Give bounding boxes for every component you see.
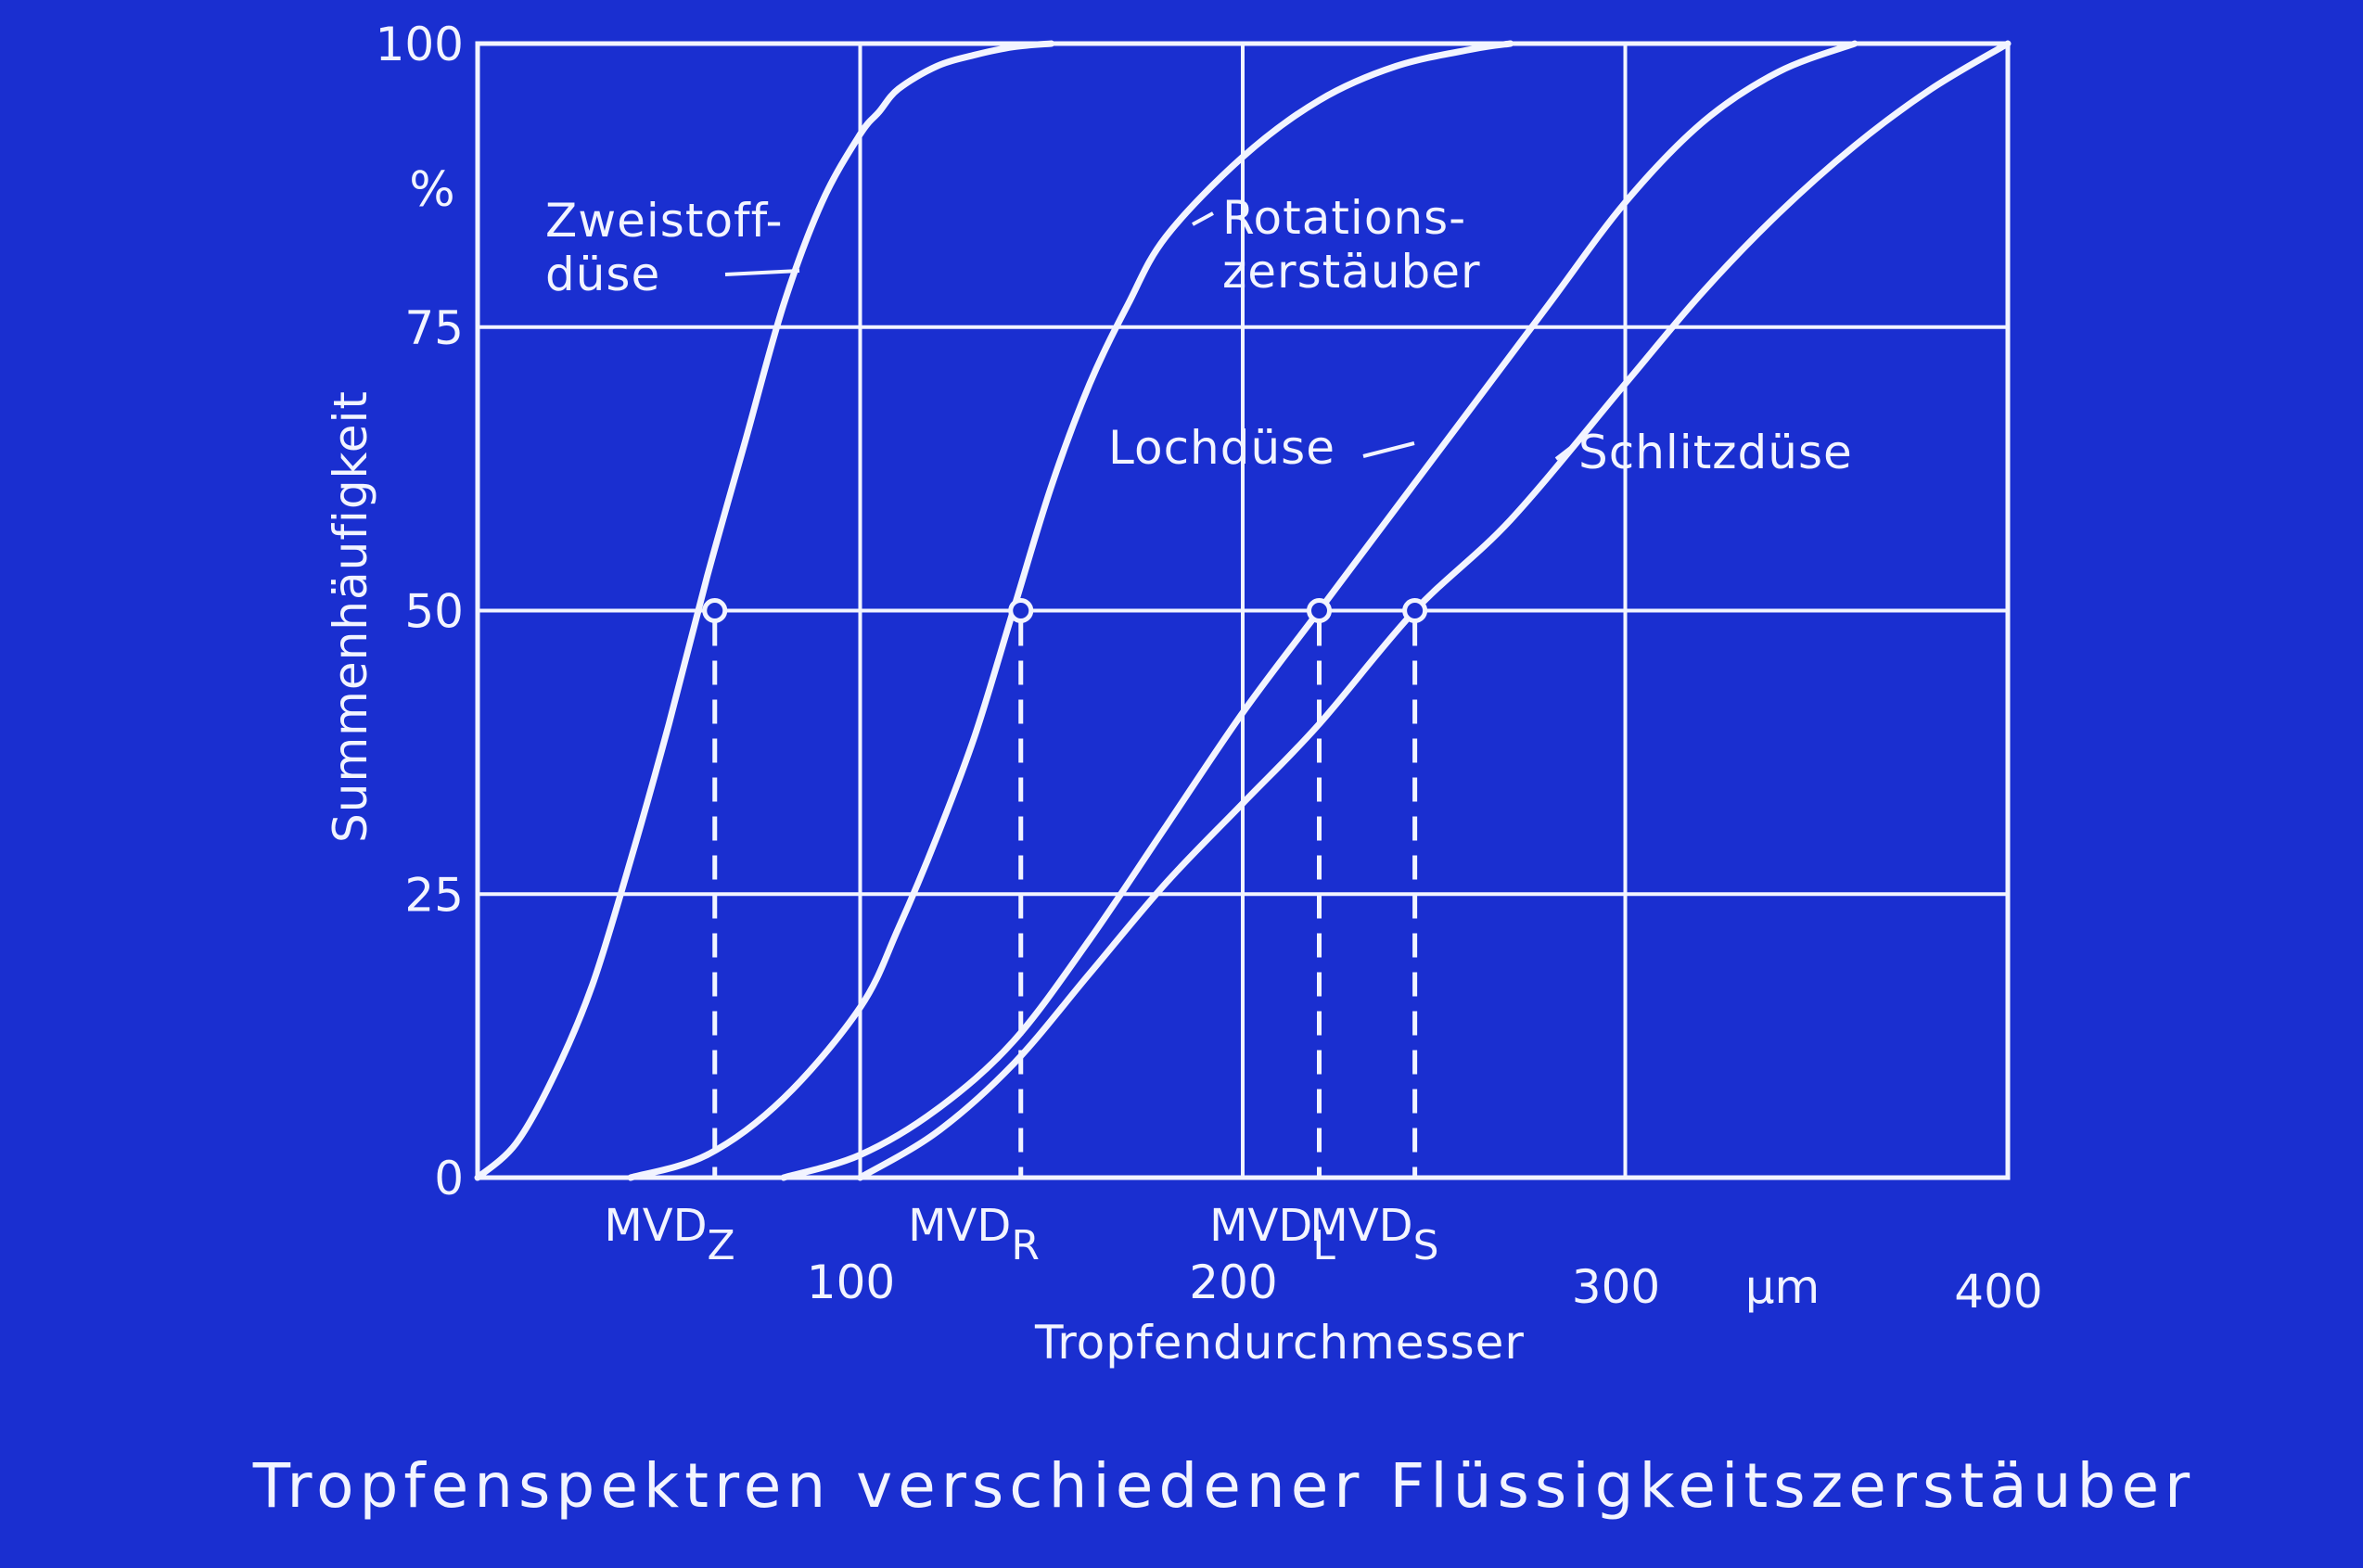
y-unit-label: % (409, 162, 454, 218)
series-label-rotationszerstaeuber: zerstäuber (1222, 245, 1481, 299)
mvd-marker-point (702, 598, 728, 623)
mvd-marker-point (1008, 598, 1034, 623)
leader-rotationszerstaeuber (1192, 211, 1214, 226)
leader-lochduese (1362, 441, 1415, 458)
x-axis-title: Tropfendurchmesser (1034, 1316, 1525, 1370)
y-tick-label: 0 (434, 1152, 464, 1205)
series-label-schlitzduese: Schlitzdüse (1578, 426, 1853, 479)
mvd-label: MVDR (908, 1200, 1040, 1269)
chart-title: Tropfenspektren verschiedener Flüssigkei… (252, 1450, 2195, 1522)
plot-border (475, 41, 2011, 1180)
series-label-zweistoffduese: Zweistoff- (545, 194, 784, 248)
series-label-zweistoffduese: düse (545, 248, 660, 301)
x-tick-labels: 100 200 300 400 (807, 1256, 2043, 1319)
curve-zweistoffduese (474, 40, 1055, 1181)
series-labels: Zweistoff-düse Rotations-zerstäuber Lochdü… (545, 191, 1853, 479)
plot-frame (475, 41, 2011, 1180)
y-tick-label: 50 (404, 585, 464, 639)
leader-zweistoffduese (724, 269, 800, 276)
curve-rotationszerstaeuber (627, 40, 1514, 1181)
mvd-label: MVDS (1309, 1200, 1438, 1269)
x-tick-label: 100 (807, 1256, 895, 1309)
mvd-marker-point (1307, 598, 1332, 623)
y-tick-labels: 0 25 50 75 100 (376, 18, 464, 1205)
y-axis-title: Summenhäufigkeit (324, 390, 377, 843)
y-tick-label: 100 (376, 18, 464, 71)
series-label-lochduese: Lochdüse (1108, 421, 1335, 475)
mvd-marker-point (1402, 598, 1428, 623)
label-leaders (724, 211, 1578, 461)
mvd-markers (702, 598, 1428, 623)
mvd-label: MVDZ (604, 1200, 734, 1269)
x-tick-label: 300 (1572, 1260, 1660, 1314)
x-tick-label: 400 (1954, 1265, 2042, 1319)
mvd-droplines (712, 621, 1418, 1178)
x-unit-label: µm (1745, 1260, 1820, 1314)
leader-schlitzduese (1554, 441, 1578, 461)
y-tick-label: 75 (404, 301, 464, 355)
series-label-rotationszerstaeuber: Rotations- (1222, 191, 1466, 245)
x-tick-label: 200 (1189, 1256, 1277, 1309)
grid (478, 44, 2008, 1178)
y-tick-label: 25 (404, 868, 464, 922)
mvd-label: MVDL (1209, 1200, 1335, 1269)
